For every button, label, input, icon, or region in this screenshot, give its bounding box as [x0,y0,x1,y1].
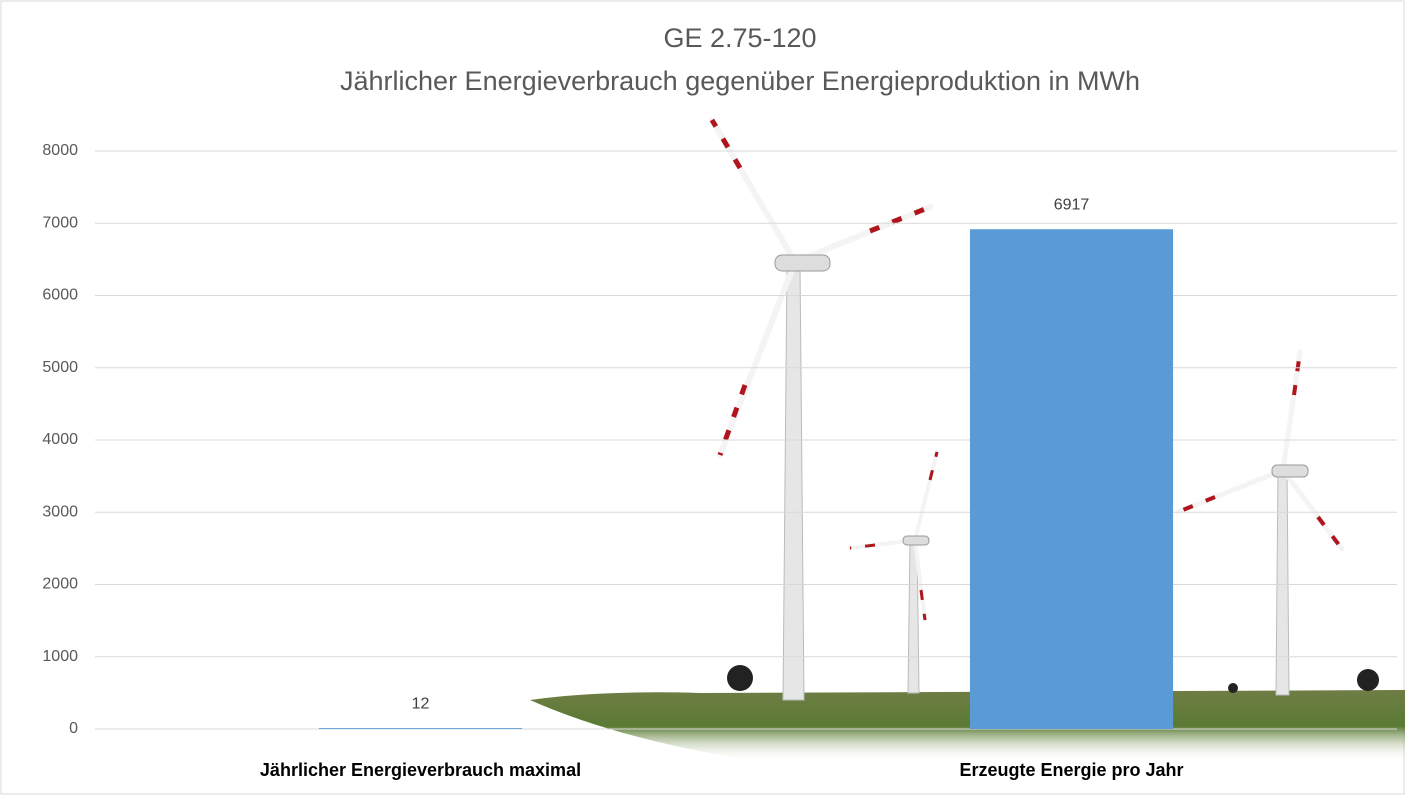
tree [727,665,753,691]
value-label: 12 [412,695,430,712]
tree [1228,683,1238,693]
y-tick-label: 0 [69,720,78,737]
bar [970,229,1173,729]
y-tick-label: 2000 [42,576,78,593]
y-tick-label: 3000 [42,503,78,520]
y-tick-label: 8000 [42,142,78,159]
y-tick-label: 7000 [42,214,78,231]
y-tick-label: 5000 [42,359,78,376]
chart: GE 2.75-120 Jährlicher Energieverbrauch … [0,0,1405,795]
y-tick-label: 1000 [42,648,78,665]
tree [1357,669,1379,691]
bar [319,728,522,729]
y-tick-label: 6000 [42,287,78,304]
x-tick-label: Erzeugte Energie pro Jahr [959,760,1183,780]
chart-frame [1,1,1404,794]
x-tick-label: Jährlicher Energieverbrauch maximal [260,760,581,780]
value-label: 6917 [1054,196,1090,213]
chart-subtitle: Jährlicher Energieverbrauch gegenüber En… [340,66,1140,96]
chart-title: GE 2.75-120 [663,23,816,53]
y-tick-label: 4000 [42,431,78,448]
